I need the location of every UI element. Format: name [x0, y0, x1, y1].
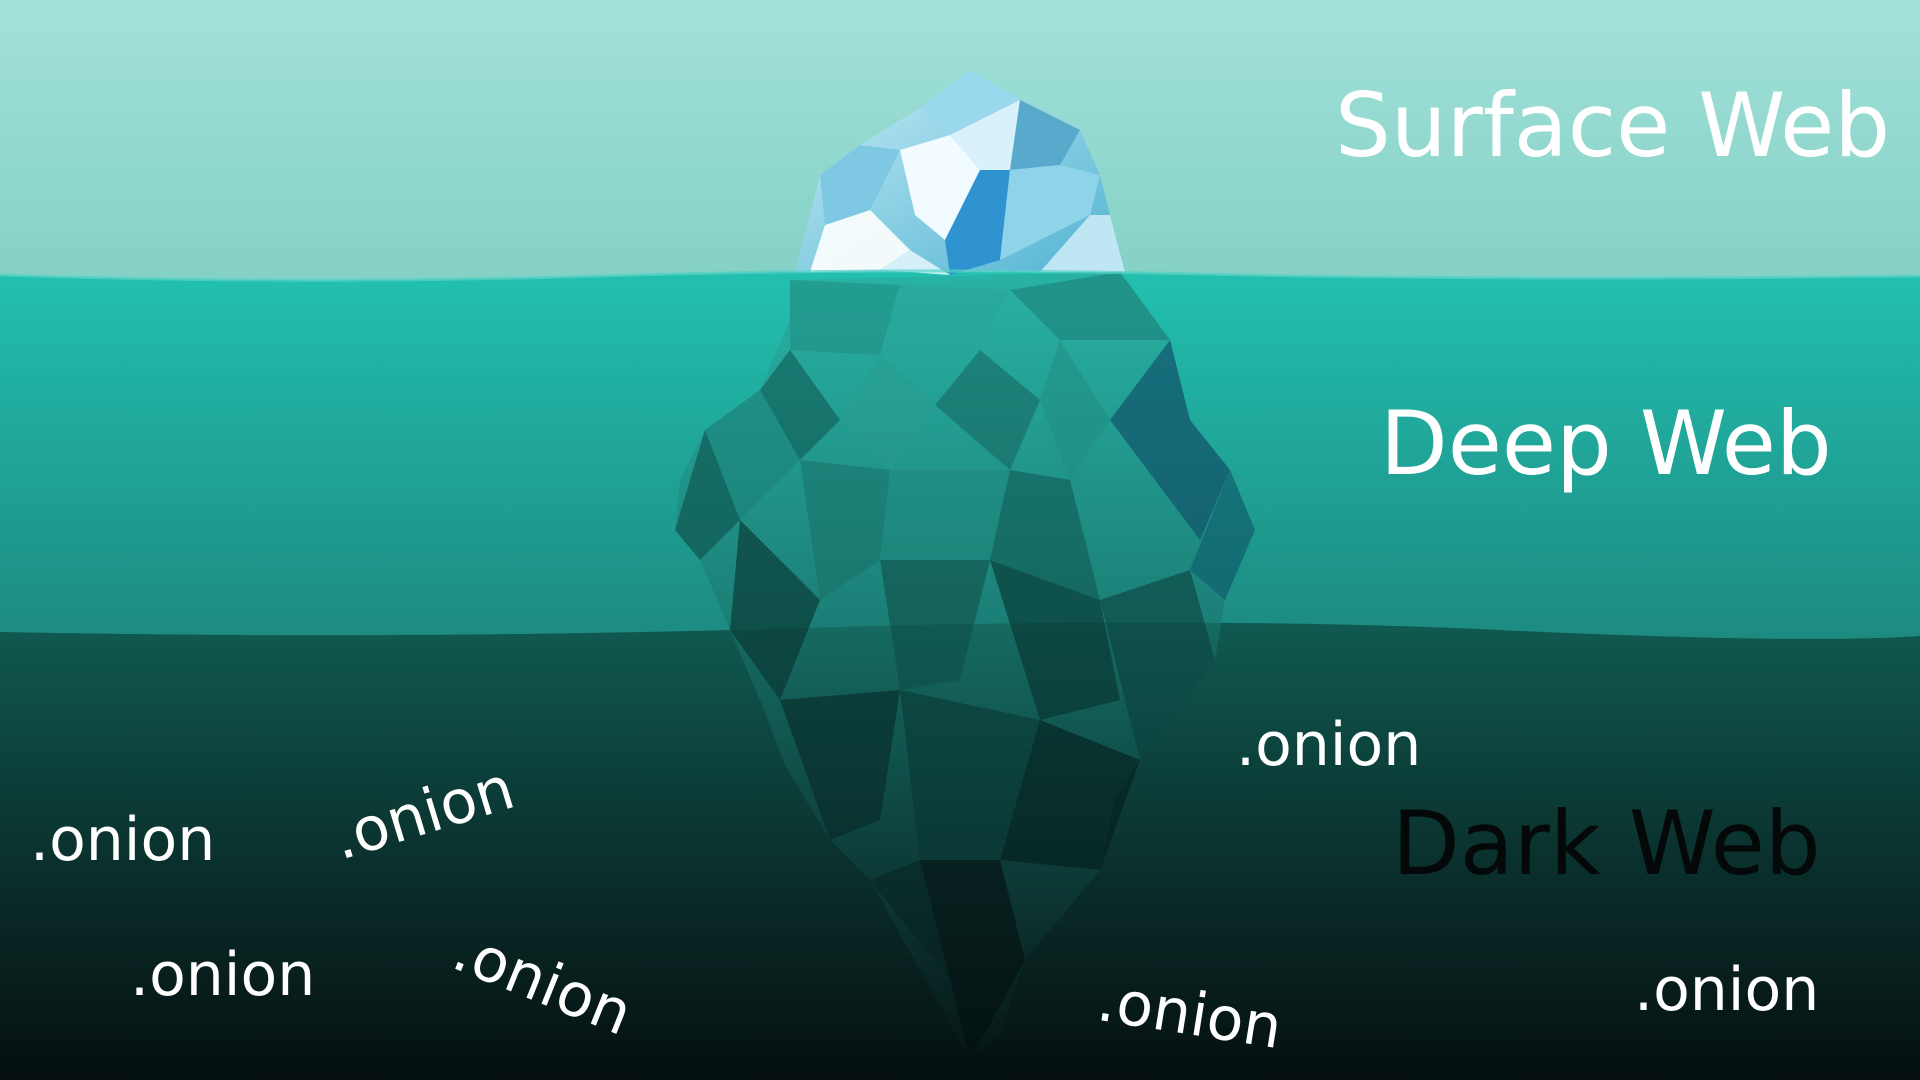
onion-label: .onion — [130, 940, 316, 1010]
onion-label: .onion — [30, 805, 216, 875]
dark-web-label: Dark Web — [1392, 792, 1821, 895]
surface-web-label: Surface Web — [1335, 74, 1891, 177]
iceberg-tip — [795, 70, 1125, 275]
onion-label: .onion — [1236, 710, 1422, 780]
onion-label: .onion — [1634, 955, 1820, 1025]
iceberg-underwater — [675, 272, 1255, 1060]
deep-web-label: Deep Web — [1380, 392, 1832, 495]
